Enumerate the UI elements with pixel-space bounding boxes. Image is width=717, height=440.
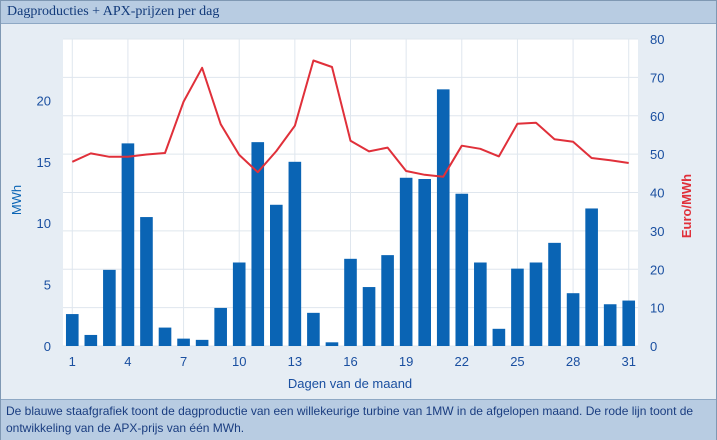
y-tick-label: 0 — [44, 339, 51, 354]
y-tick-label: 5 — [44, 278, 51, 293]
bar-day-17 — [362, 287, 376, 346]
y2-axis-label: Euro/MWh — [679, 174, 694, 238]
x-tick-label: 25 — [510, 354, 524, 369]
bar-day-25 — [511, 268, 524, 346]
bar-day-4 — [121, 143, 135, 346]
bar-day-29 — [585, 208, 598, 346]
y2-tick-label: 70 — [650, 70, 664, 85]
x-tick-label: 1 — [69, 354, 76, 369]
x-tick-label: 28 — [566, 354, 580, 369]
bar-series — [65, 89, 636, 347]
bar-day-20 — [418, 178, 431, 346]
y2-tick-label: 50 — [650, 147, 664, 162]
y2-tick-label: 0 — [650, 339, 657, 354]
bar-day-23 — [474, 262, 487, 346]
combo-chart: 0 5 10 15 20 0 10 20 30 40 50 60 70 80 1 4 7 10 13 16 19 22… — [9, 32, 694, 391]
bar-day-12 — [270, 204, 283, 346]
bar-day-1 — [65, 314, 79, 346]
bar-day-14 — [307, 312, 320, 346]
x-tick-label: 22 — [455, 354, 469, 369]
y2-tick-label: 20 — [650, 262, 664, 277]
bar-day-24 — [492, 328, 506, 346]
y2-tick-label: 60 — [650, 109, 664, 124]
bar-day-15 — [325, 342, 339, 346]
y-tick-label: 10 — [37, 216, 51, 231]
x-tick-label: 13 — [288, 354, 302, 369]
y2-tick-label: 30 — [650, 224, 664, 239]
bar-day-27 — [548, 242, 561, 346]
x-tick-label: 16 — [343, 354, 357, 369]
bar-day-30 — [603, 304, 617, 346]
bar-day-18 — [381, 255, 394, 346]
y2-tick-label: 80 — [650, 32, 664, 47]
bar-day-22 — [455, 193, 469, 346]
bar-day-11 — [251, 142, 265, 346]
chart-title: Dagproducties + APX-prijzen per dag — [7, 4, 220, 19]
y-tick-label: 15 — [37, 155, 51, 170]
x-tick-label: 7 — [180, 354, 187, 369]
bar-day-21 — [436, 89, 450, 347]
x-axis-ticks: 1 4 7 10 13 16 19 22 25 28 31 — [69, 354, 636, 369]
chart-caption: De blauwe staafgrafiek toont de dagprodu… — [6, 404, 694, 435]
bar-day-26 — [529, 262, 543, 346]
bar-day-7 — [177, 338, 190, 346]
bar-day-9 — [214, 307, 227, 346]
x-tick-label: 31 — [621, 354, 635, 369]
chart-area: 0 5 10 15 20 0 10 20 30 40 50 60 70 80 1 4 7 10 13 16 19 22… — [1, 24, 716, 399]
bar-day-13 — [288, 161, 302, 346]
bar-day-19 — [399, 177, 413, 346]
bar-day-2 — [84, 334, 98, 346]
bar-day-10 — [232, 262, 246, 346]
x-tick-label: 10 — [232, 354, 246, 369]
right-axis-ticks: 0 10 20 30 40 50 60 70 80 — [650, 32, 664, 354]
x-axis-label: Dagen van de maand — [288, 376, 412, 391]
caption-bar: De blauwe staafgrafiek toont de dagprodu… — [1, 399, 716, 440]
y-tick-label: 20 — [37, 93, 51, 108]
title-bar: Dagproducties + APX-prijzen per dag — [1, 1, 716, 24]
x-tick-label: 19 — [399, 354, 413, 369]
bar-day-31 — [622, 300, 636, 346]
left-axis-ticks: 0 5 10 15 20 — [37, 93, 51, 354]
bar-day-6 — [158, 327, 172, 346]
bar-day-3 — [103, 269, 116, 346]
bar-day-5 — [140, 217, 153, 346]
x-tick-label: 4 — [124, 354, 131, 369]
bar-day-8 — [195, 339, 209, 346]
line-series — [71, 59, 629, 178]
y2-tick-label: 10 — [650, 301, 664, 316]
y-axis-label: MWh — [9, 185, 24, 215]
y2-tick-label: 40 — [650, 186, 664, 201]
bar-day-28 — [566, 293, 580, 346]
bar-day-16 — [344, 258, 357, 346]
